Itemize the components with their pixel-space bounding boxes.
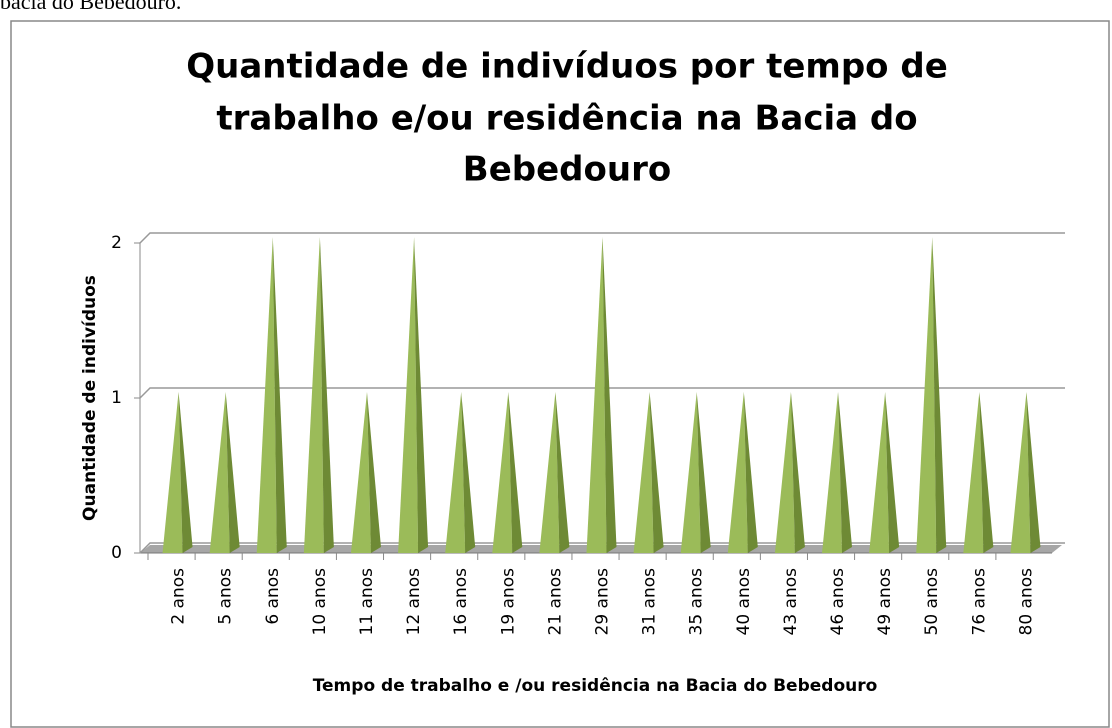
pyramid-bar bbox=[822, 392, 843, 553]
chart-title: Bebedouro bbox=[463, 150, 671, 190]
pyramid-bar bbox=[680, 392, 701, 553]
pyramid-bar bbox=[303, 237, 324, 553]
x-tick-label: 6 anos bbox=[263, 568, 283, 625]
y-tick-label: 0 bbox=[111, 543, 122, 563]
pyramid-shade bbox=[461, 392, 476, 553]
x-tick-label: 76 anos bbox=[969, 568, 989, 636]
x-tick-label: 46 anos bbox=[828, 568, 848, 636]
grid-line bbox=[139, 542, 1065, 554]
pyramid-bar bbox=[586, 237, 607, 553]
pyramid-shade bbox=[790, 392, 805, 553]
x-tick-label: 40 anos bbox=[734, 568, 754, 636]
caption: bacia do Bebedouro. bbox=[0, 0, 181, 14]
y-axis-label: Quantidade de indivíduos bbox=[80, 275, 100, 521]
pyramid-shade bbox=[178, 392, 193, 553]
x-tick-label: 16 anos bbox=[451, 568, 471, 636]
x-tick-label: 2 anos bbox=[169, 568, 189, 625]
pyramid-bar bbox=[963, 392, 984, 553]
x-tick-label: 12 anos bbox=[404, 568, 424, 636]
x-tick-label: 50 anos bbox=[922, 568, 942, 636]
y-tick-label: 1 bbox=[111, 388, 122, 408]
chart-title: trabalho e/ou residência na Bacia do bbox=[216, 99, 917, 139]
pyramid-shade bbox=[414, 237, 429, 553]
pyramid-bar bbox=[539, 392, 560, 553]
pyramid-shade bbox=[555, 392, 570, 553]
pyramid-shade bbox=[508, 392, 523, 553]
pyramid-shade bbox=[885, 392, 900, 553]
pyramid-shade bbox=[932, 237, 947, 553]
chart-title: Quantidade de indivíduos por tempo de bbox=[186, 47, 948, 87]
pyramid-shade bbox=[225, 392, 240, 553]
pyramid-shade bbox=[272, 237, 287, 553]
pyramid-shade bbox=[602, 237, 617, 553]
x-tick-label: 80 anos bbox=[1016, 568, 1036, 636]
pyramid-bar bbox=[727, 392, 748, 553]
x-tick-label: 31 anos bbox=[640, 568, 660, 636]
pyramid-shade bbox=[649, 392, 664, 553]
pyramid-bar bbox=[398, 237, 419, 553]
pyramid-shade bbox=[743, 392, 758, 553]
pyramid-bar bbox=[492, 392, 513, 553]
x-tick-label: 5 anos bbox=[216, 568, 236, 625]
pyramid-shade bbox=[838, 392, 853, 553]
x-axis-label: Tempo de trabalho e /ou residência na Ba… bbox=[313, 676, 878, 696]
pyramid-bar bbox=[256, 237, 277, 553]
x-tick-label: 10 anos bbox=[310, 568, 330, 636]
x-tick-label: 49 anos bbox=[875, 568, 895, 636]
x-tick-label: 29 anos bbox=[593, 568, 613, 636]
x-tick-label: 21 anos bbox=[545, 568, 565, 636]
pyramid-shade bbox=[1026, 392, 1041, 553]
pyramid-bar bbox=[774, 392, 795, 553]
grid-line bbox=[139, 232, 1065, 244]
x-tick-label: 19 anos bbox=[498, 568, 518, 636]
pyramid-shade bbox=[696, 392, 711, 553]
pyramid-bar bbox=[445, 392, 466, 553]
pyramid-shade bbox=[366, 392, 381, 553]
pyramid-shade bbox=[979, 392, 994, 553]
pyramid-bar bbox=[1010, 392, 1031, 553]
x-tick-label: 35 anos bbox=[687, 568, 707, 636]
pyramid-bar bbox=[916, 237, 937, 553]
pyramid-bar bbox=[350, 392, 371, 553]
x-tick-label: 11 anos bbox=[357, 568, 377, 636]
grid-line bbox=[139, 387, 1065, 399]
pyramid-bar bbox=[869, 392, 890, 553]
pyramid-bar bbox=[209, 392, 230, 553]
pyramid-bar bbox=[162, 392, 183, 553]
pyramid-shade bbox=[319, 237, 334, 553]
y-tick-label: 2 bbox=[111, 233, 122, 253]
x-tick-label: 43 anos bbox=[781, 568, 801, 636]
pyramid-bar bbox=[633, 392, 654, 553]
